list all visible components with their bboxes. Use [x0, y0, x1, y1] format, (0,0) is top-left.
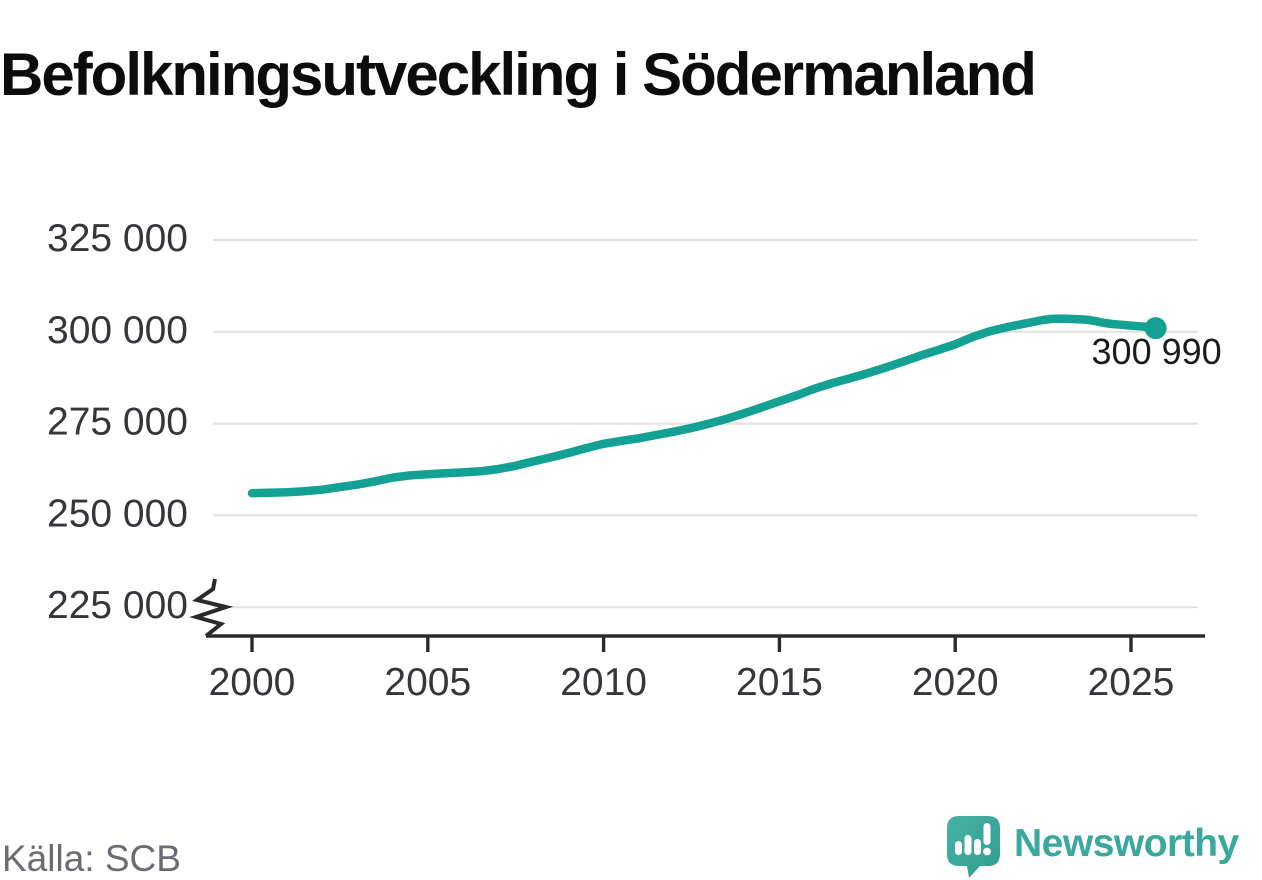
y-tick-label-225000: 225 000 — [47, 584, 188, 627]
newsworthy-logo: Newsworthy — [946, 814, 1239, 880]
x-tick-label-2000: 2000 — [209, 661, 296, 704]
axis-break-icon — [189, 578, 234, 638]
speech-bubble-shape — [947, 816, 1000, 878]
bar-chart-icon — [955, 823, 991, 856]
x-axis-group: 2000 2005 2010 2015 2020 2025 — [206, 634, 1205, 704]
x-tick-label-2025: 2025 — [1088, 661, 1175, 704]
y-tick-label-275000: 275 000 — [47, 401, 188, 444]
x-tick-label-2020: 2020 — [912, 661, 999, 704]
y-tick-label-325000: 325 000 — [47, 217, 188, 260]
y-axis-labels-group: 325 000 300 000 275 000 250 000 225 000 — [47, 217, 188, 627]
x-tick-label-2010: 2010 — [560, 661, 647, 704]
x-tick-label-2005: 2005 — [384, 661, 471, 704]
end-point-marker — [1144, 317, 1167, 340]
axis-break-zigzag — [189, 578, 234, 638]
newsworthy-logo-icon — [947, 816, 1000, 878]
annotation-group: 300 990 — [1092, 317, 1222, 372]
chart-title: Befolkningsutveckling i Södermanland — [0, 41, 1037, 109]
newsworthy-wordmark: Newsworthy — [1014, 821, 1239, 865]
x-tick-label-2015: 2015 — [736, 661, 823, 704]
end-value-label: 300 990 — [1092, 331, 1222, 372]
y-tick-label-300000: 300 000 — [47, 309, 188, 352]
y-tick-label-250000: 250 000 — [47, 492, 188, 535]
population-line — [247, 314, 1160, 498]
series-group — [247, 314, 1160, 498]
exclamation-mark-icon — [983, 823, 991, 845]
source-label: Källa: SCB — [2, 838, 181, 879]
